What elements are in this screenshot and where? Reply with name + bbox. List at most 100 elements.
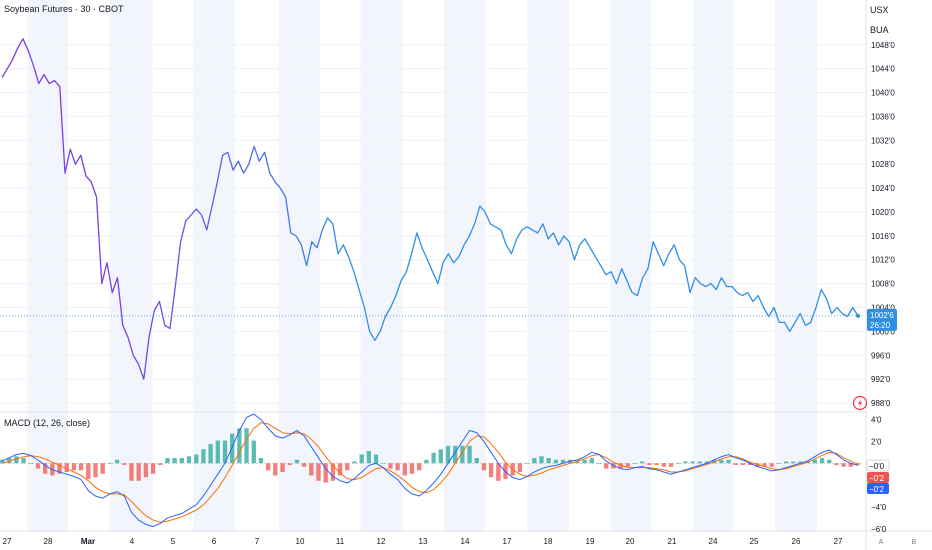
- macd-histogram-bar: [294, 459, 300, 464]
- price-tick-label: 1008'0: [871, 280, 895, 289]
- time-bands: [27, 0, 817, 531]
- macd-histogram-bar: [143, 463, 149, 478]
- macd-histogram-bar: [179, 458, 184, 464]
- macd-histogram-bar: [265, 463, 271, 471]
- day-band: [444, 0, 486, 531]
- price-axis[interactable]: 1048'0 1044'0 1040'0 1036'0 1032'0 1028'0 1024…: [871, 41, 895, 408]
- macd-histogram-bar: [388, 463, 393, 469]
- time-tick-label: 6: [212, 537, 217, 546]
- macd-histogram-bar: [237, 428, 242, 464]
- price-series-line[interactable]: [1, 38, 859, 380]
- macd-histogram-bar: [129, 463, 134, 481]
- macd-histogram-bar: [273, 463, 278, 476]
- price-tick-label: 1004'0: [871, 304, 895, 313]
- macd-histogram-bar: [373, 454, 379, 464]
- macd-pane[interactable]: [0, 413, 862, 528]
- value-badges: 1002'626:20: [867, 308, 897, 331]
- macd-histogram-bar: [647, 463, 652, 466]
- time-tick-label: 25: [750, 537, 759, 546]
- macd-histogram-bar: [86, 463, 91, 479]
- macd-histogram-bar: [488, 463, 494, 478]
- day-band: [692, 0, 734, 531]
- macd-axis[interactable]: 4'0 2'0 −4'0 −6'0 −0'0 −0'2 −0'2: [866, 416, 890, 534]
- signal-line[interactable]: [1, 422, 859, 523]
- price-tick-label: 1040'0: [871, 89, 895, 98]
- macd-histogram-bar: [35, 463, 41, 469]
- macd-histogram-bar: [417, 463, 422, 471]
- day-band: [360, 0, 402, 531]
- macd-histogram-bar: [841, 463, 846, 467]
- macd-histogram-bar: [186, 456, 192, 464]
- time-tick-label: 26: [792, 537, 801, 546]
- time-tick-label: 21: [668, 537, 677, 546]
- time-tick-label: 12: [377, 537, 386, 546]
- macd-histogram-bar: [438, 449, 443, 464]
- macd-tick-label: −6'0: [871, 525, 887, 534]
- macd-histogram-bar: [114, 459, 120, 464]
- macd-tick-label: −4'0: [871, 503, 887, 512]
- macd-histogram-bar: [474, 458, 479, 464]
- time-tick-label: 13: [419, 537, 428, 546]
- macd-histogram-bar: [783, 461, 789, 464]
- macd-histogram-bar: [755, 463, 760, 467]
- time-tick-label: 28: [44, 537, 53, 546]
- price-tick-label: 1036'0: [871, 112, 895, 121]
- macd-histogram-bar: [158, 463, 163, 466]
- macd-histogram-bar: [107, 463, 113, 464]
- macd-histogram-bar: [827, 459, 832, 464]
- macd-histogram-bar: [640, 461, 645, 464]
- macd-value-label: −0'2: [869, 474, 885, 483]
- macd-histogram-bar: [14, 456, 19, 464]
- macd-histogram-bar: [165, 458, 170, 464]
- macd-histogram-bar: [301, 463, 307, 467]
- time-tick-label: 5: [171, 537, 176, 546]
- macd-histogram-bar: [395, 463, 400, 471]
- time-tick-label: 20: [626, 537, 635, 546]
- day-band: [193, 0, 236, 531]
- macd-histogram-bar: [359, 454, 364, 464]
- macd-histogram-bar: [834, 463, 839, 466]
- macd-value-badge: [867, 472, 889, 483]
- unit-label[interactable]: BUA: [870, 25, 889, 35]
- macd-histogram-bar: [323, 463, 328, 483]
- macd-histogram-bar: [812, 459, 817, 464]
- macd-histogram-bar: [194, 454, 199, 464]
- macd-histogram-bar: [345, 463, 350, 471]
- price-tick-label: 1044'0: [871, 65, 895, 74]
- macd-indicator-title[interactable]: MACD (12, 26, close): [4, 418, 91, 428]
- macd-histogram-bar: [596, 463, 602, 464]
- time-tick-label: 17: [503, 537, 512, 546]
- price-pane[interactable]: [0, 38, 862, 380]
- time-tick-label: 14: [461, 537, 470, 546]
- currency-label[interactable]: USX: [870, 5, 889, 15]
- macd-histogram-bar: [546, 458, 551, 464]
- macd-histogram-bar: [711, 459, 717, 464]
- macd-histogram-bar: [776, 463, 782, 464]
- macd-histogram-bar: [560, 459, 566, 464]
- macd-line[interactable]: [1, 413, 859, 528]
- axis-mode-button[interactable]: A: [879, 539, 884, 546]
- price-tick-label: 1032'0: [871, 136, 895, 145]
- macd-histogram-bar: [381, 463, 386, 464]
- macd-histogram-bar: [409, 463, 415, 474]
- price-tick-label: 1016'0: [871, 232, 895, 241]
- macd-histogram-bar: [848, 463, 853, 467]
- macd-histogram-bar: [740, 463, 746, 466]
- macd-histogram-bar: [726, 459, 731, 464]
- price-tick-label: 1000'0: [871, 327, 895, 336]
- price-tick-label: 988'0: [871, 399, 891, 408]
- macd-histogram-bar: [43, 463, 48, 474]
- day-band: [110, 0, 153, 531]
- macd-histogram-bar: [287, 463, 292, 466]
- time-tick-label: 19: [586, 537, 595, 546]
- macd-histogram-bar: [222, 440, 228, 464]
- macd-histogram-bar: [150, 463, 156, 474]
- macd-histogram-bar: [172, 458, 177, 464]
- alert-icon[interactable]: [852, 395, 868, 411]
- macd-histogram-bar: [517, 463, 523, 472]
- axis-mode-button[interactable]: B: [912, 539, 917, 546]
- macd-histogram-bar: [553, 459, 559, 464]
- macd-tick-label: 4'0: [871, 416, 882, 425]
- time-axis[interactable]: 27 28 Mar 4 5 6 7 10 11 12 13 14 17 18 19 20 21 24 25 26 27: [3, 537, 843, 546]
